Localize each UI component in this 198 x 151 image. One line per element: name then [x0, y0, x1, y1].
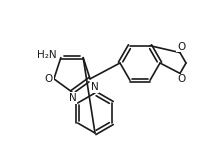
- Text: O: O: [177, 74, 185, 84]
- Text: N: N: [69, 93, 77, 103]
- Text: O: O: [177, 42, 185, 52]
- Text: O: O: [45, 74, 53, 84]
- Text: H₂N: H₂N: [37, 50, 57, 60]
- Text: N: N: [91, 82, 99, 92]
